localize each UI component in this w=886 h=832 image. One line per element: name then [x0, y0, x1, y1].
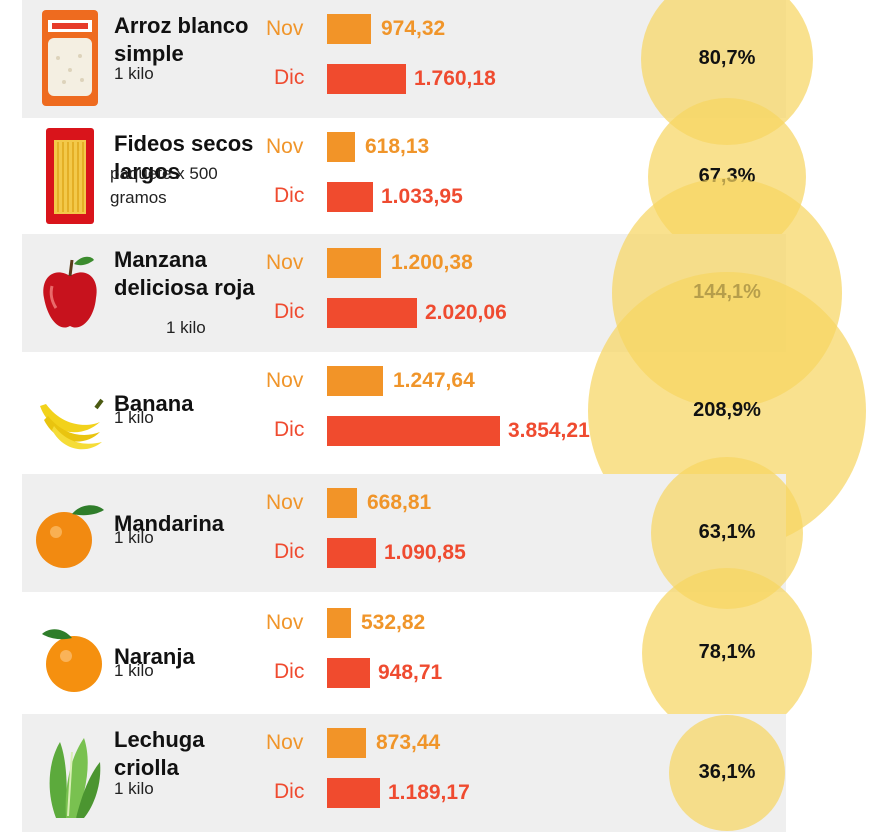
nov-bar	[327, 728, 366, 758]
dic-bar	[327, 778, 380, 808]
dic-label: Dic	[274, 780, 305, 803]
product-name: Lechuga criolla	[114, 727, 205, 780]
dic-label: Dic	[274, 418, 305, 441]
dic-value: 1.033,95	[381, 185, 463, 208]
dic-label: Dic	[274, 66, 305, 89]
product-unit: 1 kilo	[166, 318, 206, 337]
increase-bubble	[669, 715, 785, 831]
product-row: Banana 1 kilo Nov Dic	[22, 352, 786, 470]
increase-percent: 63,1%	[698, 521, 756, 543]
nov-label: Nov	[266, 611, 304, 634]
nov-value: 873,44	[376, 731, 441, 754]
lettuce-icon	[36, 722, 104, 822]
nov-label: Nov	[266, 369, 304, 392]
apple-icon	[36, 242, 104, 342]
product-name: Mandarina	[114, 511, 225, 536]
product-unit: paquete x 500 gramos	[110, 164, 218, 207]
dic-label: Dic	[274, 540, 305, 563]
product-unit: 1 kilo	[114, 408, 154, 427]
nov-bar	[327, 14, 371, 44]
dic-bar	[327, 538, 376, 568]
nov-bar	[327, 132, 355, 162]
increase-percent: 36,1%	[698, 761, 756, 783]
product-row: Lechuga criolla 1 kilo Nov Dic	[22, 714, 786, 832]
tangerine-icon	[36, 482, 104, 582]
product-row: Naranja 1 kilo Nov Dic	[22, 594, 786, 712]
product-name: Fideos secos largos	[114, 131, 254, 184]
nov-label: Nov	[266, 731, 304, 754]
dic-value: 948,71	[378, 661, 443, 684]
dic-value: 3.854,21	[508, 419, 590, 442]
nov-bar	[327, 608, 351, 638]
pasta-package-icon	[36, 126, 104, 226]
product-name: Manzana deliciosa roja	[114, 247, 255, 300]
nov-bar	[327, 366, 383, 396]
increase-percent: 208,9%	[693, 399, 761, 421]
product-name: Arroz blanco simple	[114, 13, 249, 66]
rice-bag-icon	[36, 8, 104, 108]
product-row: Fideos secos largos paquete x 500 gramos N…	[22, 118, 786, 236]
nov-label: Nov	[266, 491, 304, 514]
nov-value: 1.200,38	[391, 251, 473, 274]
nov-bar	[327, 488, 357, 518]
dic-value: 1.760,18	[414, 67, 496, 90]
nov-value: 668,81	[367, 491, 432, 514]
product-unit: 1 kilo	[114, 779, 154, 798]
dic-value: 2.020,06	[425, 301, 507, 324]
product-name: Naranja	[114, 644, 195, 669]
dic-label: Dic	[274, 660, 305, 683]
dic-label: Dic	[274, 184, 305, 207]
dic-bar	[327, 298, 417, 328]
nov-label: Nov	[266, 17, 304, 40]
product-unit: 1 kilo	[114, 661, 154, 680]
nov-value: 974,32	[381, 17, 446, 40]
dic-value: 1.090,85	[384, 541, 466, 564]
nov-value: 532,82	[361, 611, 426, 634]
dic-bar	[327, 416, 500, 446]
increase-percent: 78,1%	[698, 641, 756, 663]
nov-bar	[327, 248, 381, 278]
product-unit: 1 kilo	[114, 64, 154, 83]
nov-label: Nov	[266, 135, 304, 158]
increase-bubble	[642, 568, 812, 738]
nov-label: Nov	[266, 251, 304, 274]
increase-percent: 80,7%	[698, 47, 756, 69]
product-unit: 1 kilo	[114, 528, 154, 547]
nov-value: 1.247,64	[393, 369, 475, 392]
dic-label: Dic	[274, 300, 305, 323]
banana-icon	[36, 360, 104, 460]
product-name: Banana	[114, 391, 194, 416]
orange-icon	[36, 602, 104, 702]
dic-bar	[327, 64, 406, 94]
dic-value: 1.189,17	[388, 781, 470, 804]
nov-value: 618,13	[365, 135, 430, 158]
dic-bar	[327, 182, 373, 212]
dic-bar	[327, 658, 370, 688]
